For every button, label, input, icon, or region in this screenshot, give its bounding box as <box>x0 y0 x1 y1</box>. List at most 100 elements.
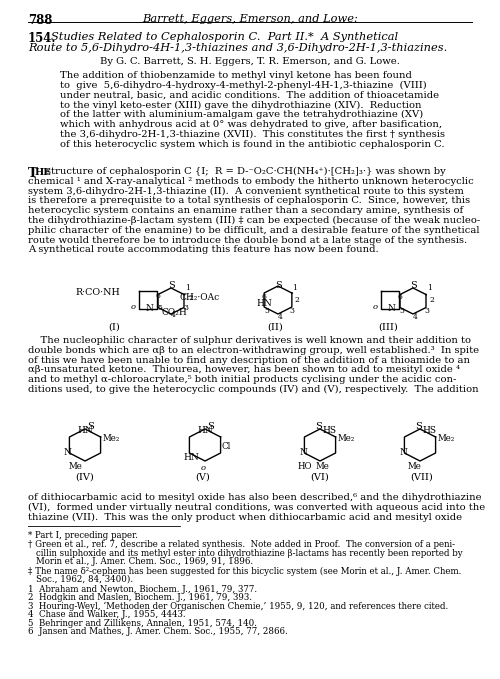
Text: Me₂: Me₂ <box>338 434 355 443</box>
Text: to  give  5,6-dihydro-4-hydroxy-4-methyl-2-phenyl-4H-1,3-thiazine  (VIII): to give 5,6-dihydro-4-hydroxy-4-methyl-2… <box>60 81 427 90</box>
Text: N: N <box>400 448 408 457</box>
Text: to the vinyl keto-ester (XIII) gave the dihydrothiazine (XIV).  Reduction: to the vinyl keto-ester (XIII) gave the … <box>60 100 422 109</box>
Text: 6  Jansen and Mathes, J. Amer. Chem. Soc., 1955, 77, 2866.: 6 Jansen and Mathes, J. Amer. Chem. Soc.… <box>28 627 288 636</box>
Text: HO: HO <box>298 462 312 471</box>
Text: Me: Me <box>408 462 422 471</box>
Text: HS: HS <box>322 426 336 435</box>
Text: and to methyl α-chloroacrylate,⁵ both initial products cyclising under the acidi: and to methyl α-chloroacrylate,⁵ both in… <box>28 375 456 384</box>
Text: o: o <box>373 303 378 311</box>
Text: S: S <box>415 422 422 431</box>
Text: † Green et al., ref. 7, describe a related synthesis.  Note added in Proof.  The: † Green et al., ref. 7, describe a relat… <box>28 540 455 549</box>
Text: 5: 5 <box>157 304 162 312</box>
Text: the 3,6-dihydro-2H-1,3-thiazine (XVII).  This constitutes the first † synthesis: the 3,6-dihydro-2H-1,3-thiazine (XVII). … <box>60 130 445 139</box>
Text: Me: Me <box>316 462 330 471</box>
Text: (IV): (IV) <box>75 473 94 482</box>
Text: S: S <box>315 422 322 431</box>
Text: S: S <box>207 422 214 431</box>
Text: 5: 5 <box>264 307 269 315</box>
Text: of dithiocarbamic acid to mesityl oxide has also been described,⁶ and the dihydr: of dithiocarbamic acid to mesityl oxide … <box>28 493 481 502</box>
Text: HN: HN <box>197 426 213 435</box>
Text: T: T <box>28 167 38 180</box>
Text: HE: HE <box>35 168 52 177</box>
Text: 4: 4 <box>278 313 283 321</box>
Text: thiazine (VII).  This was the only product when dithiocarbamic acid and mesityl : thiazine (VII). This was the only produc… <box>28 513 462 521</box>
Text: o: o <box>201 464 206 472</box>
Text: ‡ The name δ²-cephem has been suggested for this bicyclic system (see Morin et a: ‡ The name δ²-cephem has been suggested … <box>28 566 462 576</box>
Text: The nucleophilic character of sulphur derivatives is well known and their additi: The nucleophilic character of sulphur de… <box>28 336 471 345</box>
Text: S: S <box>410 281 417 290</box>
Text: (V): (V) <box>195 473 210 482</box>
Text: (III): (III) <box>378 323 398 332</box>
Text: 3: 3 <box>183 304 188 312</box>
Text: CH₂·OAc: CH₂·OAc <box>179 293 219 302</box>
Text: (VII): (VII) <box>410 473 433 482</box>
Text: The addition of thiobenzamide to methyl vinyl ketone has been found: The addition of thiobenzamide to methyl … <box>60 71 412 80</box>
Text: S: S <box>275 281 282 290</box>
Text: under neutral, basic, and acidic conditions.  The addition of thioacetamide: under neutral, basic, and acidic conditi… <box>60 90 439 100</box>
Text: cillin sulphoxide and its methyl ester into dihydrothiazine β-lactams has recent: cillin sulphoxide and its methyl ester i… <box>36 549 463 558</box>
Text: Studies Related to Cephalosporin C.  Part II.*  A Synthetical: Studies Related to Cephalosporin C. Part… <box>51 32 398 42</box>
Text: αβ-unsaturated ketone.  Thiourea, however, has been shown to add to mesityl oxid: αβ-unsaturated ketone. Thiourea, however… <box>28 365 460 374</box>
Text: 5: 5 <box>399 307 404 315</box>
Text: A synthetical route accommodating this feature has now been found.: A synthetical route accommodating this f… <box>28 245 378 255</box>
Text: 154.: 154. <box>28 32 56 45</box>
Text: 2: 2 <box>294 296 299 304</box>
Text: HN: HN <box>183 453 199 462</box>
Text: the dihydrothiazine-β-lactam system (III) ‡ can be expected (because of the weak: the dihydrothiazine-β-lactam system (III… <box>28 216 480 225</box>
Text: R·CO·NH: R·CO·NH <box>76 288 121 297</box>
Text: route would therefore be to introduce the double bond at a late stage of the syn: route would therefore be to introduce th… <box>28 236 467 244</box>
Text: of the latter with aluminium-amalgam gave the tetrahydrothiazine (XV): of the latter with aluminium-amalgam gav… <box>60 110 423 120</box>
Text: HN: HN <box>256 299 272 308</box>
Text: Route to 5,6-Dihydro-4H-1,3-thiazines and 3,6-Dihydro-2H-1,3-thiazines.: Route to 5,6-Dihydro-4H-1,3-thiazines an… <box>28 43 448 53</box>
Text: Cl: Cl <box>221 442 230 451</box>
Text: * Part I, preceding paper.: * Part I, preceding paper. <box>28 532 138 540</box>
Text: o: o <box>131 303 136 311</box>
Text: HN: HN <box>77 426 93 435</box>
Text: By G. C. Barrett, S. H. Eggers, T. R. Emerson, and G. Lowe.: By G. C. Barrett, S. H. Eggers, T. R. Em… <box>100 57 400 66</box>
Text: 1  Abraham and Newton, Biochem. J., 1961, 79, 377.: 1 Abraham and Newton, Biochem. J., 1961,… <box>28 585 257 594</box>
Text: (I): (I) <box>108 323 120 332</box>
Text: (VI): (VI) <box>310 473 329 482</box>
Text: which with anhydrous acid at 0° was dehydrated to give, after basification,: which with anhydrous acid at 0° was dehy… <box>60 120 442 129</box>
Text: double bonds which are αβ to an electron-withdrawing group, well established.³  : double bonds which are αβ to an electron… <box>28 346 479 355</box>
Text: of this we have been unable to find any description of the addition of a thioami: of this we have been unable to find any … <box>28 356 470 365</box>
Text: Me: Me <box>69 462 83 471</box>
Text: (II): (II) <box>267 323 283 332</box>
Text: S: S <box>168 281 175 290</box>
Text: S: S <box>87 422 94 431</box>
Text: 3: 3 <box>424 307 429 315</box>
Text: N: N <box>300 448 308 457</box>
Text: chemical ¹ and X-ray-analytical ² methods to embody the hitherto unknown heteroc: chemical ¹ and X-ray-analytical ² method… <box>28 177 474 186</box>
Text: is therefore a prerequisite to a total synthesis of cephalosporin C.  Since, how: is therefore a prerequisite to a total s… <box>28 196 470 206</box>
Text: 3: 3 <box>289 307 294 315</box>
Text: Me₂: Me₂ <box>103 434 120 443</box>
Text: N: N <box>63 448 71 457</box>
Text: 2: 2 <box>429 296 434 304</box>
Text: HS: HS <box>422 426 436 435</box>
Text: Barrett, Eggers, Emerson, and Lowe:: Barrett, Eggers, Emerson, and Lowe: <box>142 14 358 24</box>
Text: Soc., 1962, 84, 3400).: Soc., 1962, 84, 3400). <box>36 575 133 584</box>
Text: structure of cephalosporin C {I;  R = D-⁻O₂C·CH(NH₄⁺)·[CH₂]₃·} was shown by: structure of cephalosporin C {I; R = D-⁻… <box>46 167 446 176</box>
Text: 6: 6 <box>397 293 402 301</box>
Text: N: N <box>145 304 153 313</box>
Text: 3  Houring-Weyl, ‘Methoden der Organischen Chemie,’ 1955, 9, 120, and references: 3 Houring-Weyl, ‘Methoden der Organische… <box>28 602 448 611</box>
Text: 6: 6 <box>262 293 267 301</box>
Text: heterocyclic system contains an enamine rather than a secondary amine, synthesis: heterocyclic system contains an enamine … <box>28 206 463 215</box>
Text: Morin et al., J. Amer. Chem. Soc., 1969, 91, 1896.: Morin et al., J. Amer. Chem. Soc., 1969,… <box>36 557 253 566</box>
Text: (VI),  formed under virtually neutral conditions, was converted with aqueous aci: (VI), formed under virtually neutral con… <box>28 503 485 512</box>
Text: 2: 2 <box>188 294 193 302</box>
Text: CO₂H: CO₂H <box>162 308 188 317</box>
Text: ditions used, to give the heterocyclic compounds (IV) and (V), respectively.  Th: ditions used, to give the heterocyclic c… <box>28 385 478 394</box>
Text: Me₂: Me₂ <box>438 434 455 443</box>
Text: philic character of the enamine) to be difficult, and a desirable feature of the: philic character of the enamine) to be d… <box>28 226 479 235</box>
Text: 1: 1 <box>292 284 297 292</box>
Text: 788: 788 <box>28 14 52 27</box>
Text: 4: 4 <box>171 311 176 319</box>
Text: 6: 6 <box>155 292 160 300</box>
Text: 5  Behringer and Zillikens, Annalen, 1951, 574, 140.: 5 Behringer and Zillikens, Annalen, 1951… <box>28 619 257 628</box>
Text: 2  Hodgkin and Maslen, Biochem. J., 1961, 79, 393.: 2 Hodgkin and Maslen, Biochem. J., 1961,… <box>28 593 252 602</box>
Text: system 3,6-dihydro-2H-1,3-thiazine (II).  A convenient synthetical route to this: system 3,6-dihydro-2H-1,3-thiazine (II).… <box>28 187 464 196</box>
Text: 4: 4 <box>413 313 418 321</box>
Text: 4  Chase and Walker, J., 1955, 4443.: 4 Chase and Walker, J., 1955, 4443. <box>28 610 186 619</box>
Text: 1: 1 <box>185 284 190 292</box>
